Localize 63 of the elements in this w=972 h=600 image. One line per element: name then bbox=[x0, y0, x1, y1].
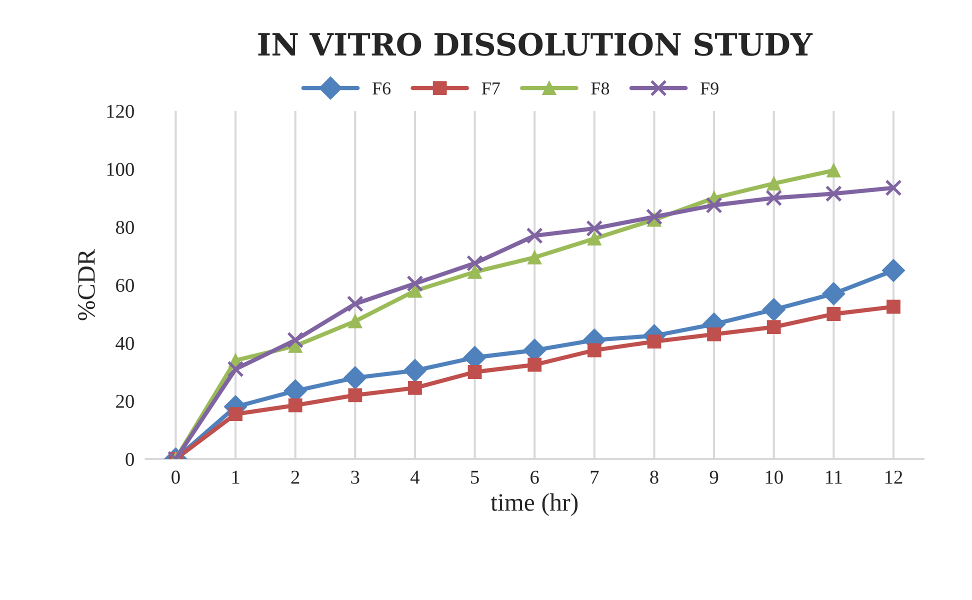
y-axis-title: %CDR bbox=[78, 248, 95, 320]
point bbox=[526, 227, 543, 244]
point bbox=[766, 176, 781, 190]
point bbox=[882, 259, 905, 282]
point bbox=[403, 359, 426, 382]
point bbox=[826, 307, 841, 321]
x-tick-label: 0 bbox=[172, 470, 180, 484]
point bbox=[826, 164, 841, 178]
point bbox=[886, 300, 900, 314]
point bbox=[647, 334, 662, 348]
point bbox=[468, 365, 482, 379]
point bbox=[528, 250, 542, 264]
x-tick-label: 11 bbox=[826, 470, 842, 484]
point bbox=[587, 232, 602, 246]
point bbox=[822, 282, 846, 306]
y-tick-label: 0 bbox=[126, 452, 134, 466]
x-tick-label: 3 bbox=[351, 470, 360, 484]
x-axis-title: time (hr) bbox=[490, 493, 578, 516]
y-tick-label: 60 bbox=[116, 278, 134, 292]
point bbox=[344, 366, 367, 390]
point bbox=[586, 220, 603, 237]
point bbox=[528, 358, 542, 372]
x-tick-label: 8 bbox=[650, 470, 658, 484]
y-tick-label: 120 bbox=[107, 104, 134, 118]
point bbox=[762, 298, 786, 322]
x-tick-label: 2 bbox=[291, 470, 300, 484]
point bbox=[766, 320, 781, 334]
point bbox=[707, 327, 721, 342]
point bbox=[825, 185, 842, 202]
y-tick-label: 20 bbox=[116, 394, 134, 408]
point bbox=[348, 388, 362, 402]
point bbox=[287, 332, 304, 348]
point bbox=[288, 398, 302, 412]
point bbox=[466, 254, 484, 272]
point bbox=[468, 265, 482, 279]
y-tick-label: 100 bbox=[107, 162, 134, 176]
legend-label: F8 bbox=[591, 82, 610, 95]
legend-label: F6 bbox=[372, 82, 391, 95]
x-tick-label: 5 bbox=[471, 470, 479, 484]
x-tick-label: 4 bbox=[410, 470, 420, 484]
point bbox=[706, 196, 722, 214]
legend-label: F9 bbox=[700, 82, 718, 95]
x-tick-label: 7 bbox=[590, 470, 599, 484]
x-tick-label: 12 bbox=[885, 470, 902, 484]
point bbox=[646, 208, 663, 226]
chart-title: IN VITRO DISSOLUTION STUDY bbox=[258, 32, 813, 56]
point bbox=[766, 190, 782, 206]
x-tick-label: 9 bbox=[710, 470, 718, 484]
point bbox=[408, 381, 422, 395]
y-tick-label: 80 bbox=[116, 220, 134, 234]
point bbox=[346, 296, 364, 312]
x-tick-label: 6 bbox=[530, 470, 539, 484]
point bbox=[408, 284, 422, 298]
x-tick-label: 10 bbox=[766, 470, 783, 484]
y-tick-label: 40 bbox=[116, 336, 134, 350]
point bbox=[406, 275, 424, 292]
point bbox=[228, 407, 242, 421]
x-tick-label: 1 bbox=[232, 470, 240, 484]
point bbox=[587, 343, 602, 358]
point bbox=[348, 314, 362, 328]
legend-label: F7 bbox=[482, 82, 500, 94]
point bbox=[885, 180, 902, 196]
point bbox=[227, 360, 244, 378]
